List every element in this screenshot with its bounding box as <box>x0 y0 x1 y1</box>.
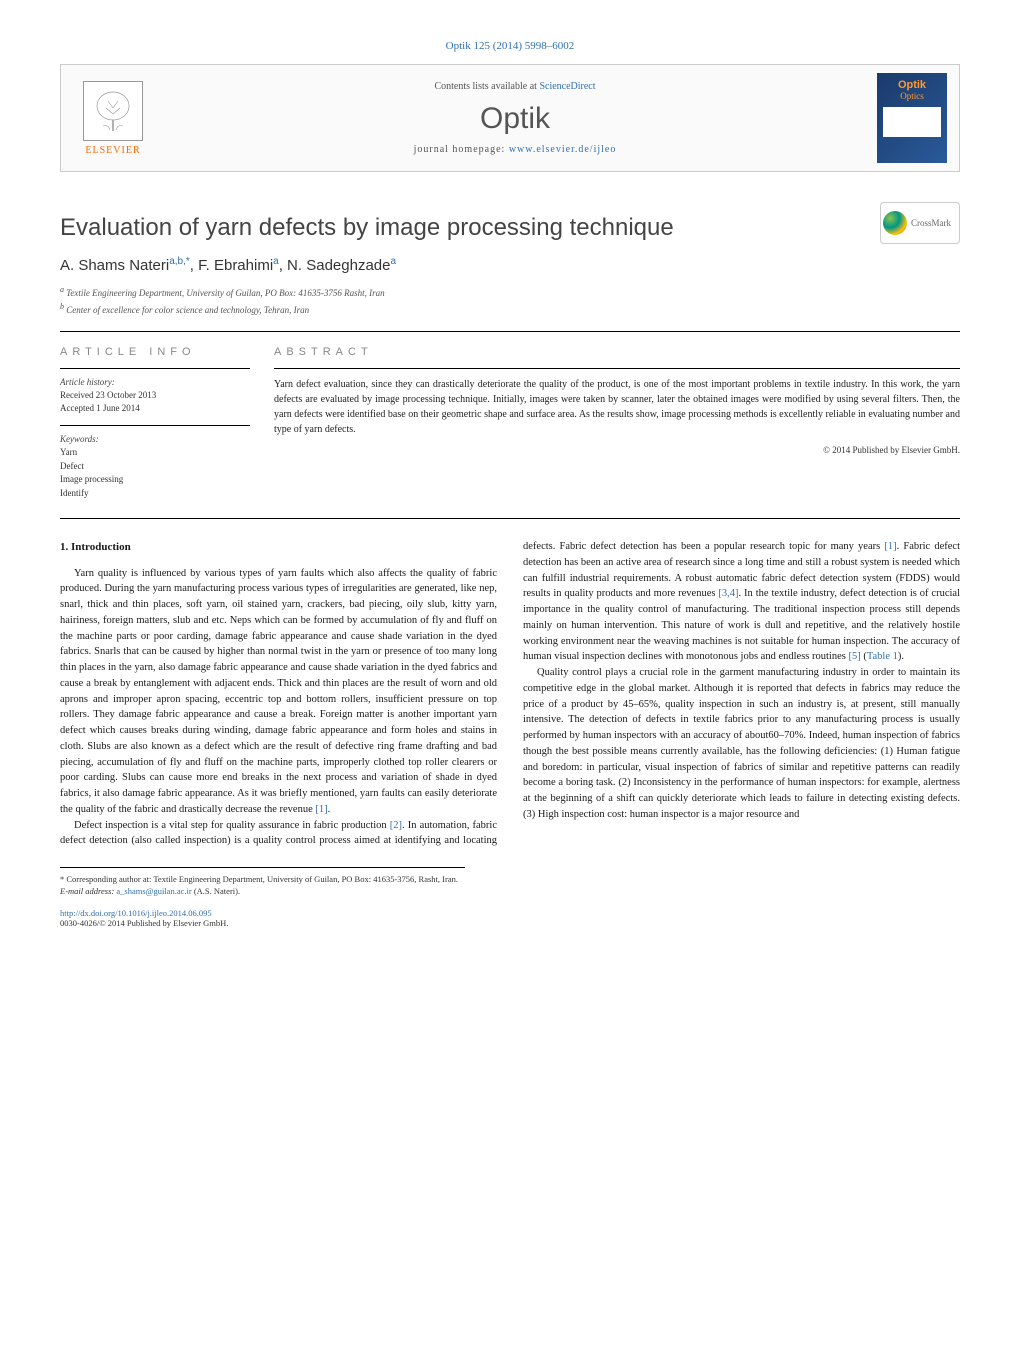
article-info-block: article info Article history: Received 2… <box>60 346 250 500</box>
email-link[interactable]: a_shams@guilan.ac.ir <box>116 886 191 896</box>
homepage-line: journal homepage: www.elsevier.de/ijleo <box>153 144 877 155</box>
article-title: Evaluation of yarn defects by image proc… <box>60 214 960 242</box>
divider-top <box>60 331 960 332</box>
table-1-link[interactable]: Table 1 <box>867 651 898 662</box>
history-head: Article history: <box>60 377 250 387</box>
ref-5[interactable]: [5] <box>848 651 860 662</box>
ref-2[interactable]: [2] <box>390 820 402 831</box>
journal-banner: ELSEVIER Contents lists available at Sci… <box>60 64 960 172</box>
keyword-3: Image processing <box>60 473 250 487</box>
keywords-head: Keywords: <box>60 434 250 444</box>
elsevier-logo: ELSEVIER <box>73 73 153 163</box>
header-citation: Optik 125 (2014) 5998–6002 <box>60 40 960 52</box>
author-1-sup: a,b,* <box>169 256 190 267</box>
doi-link[interactable]: http://dx.doi.org/10.1016/j.ijleo.2014.0… <box>60 908 212 918</box>
corresponding-text: * Corresponding author at: Textile Engin… <box>60 874 492 886</box>
email-label: E-mail address: <box>60 886 116 896</box>
keywords-divider <box>60 425 250 426</box>
keyword-4: Identify <box>60 487 250 501</box>
cover-title: Optik <box>898 79 926 91</box>
email-suffix: (A.S. Nateri). <box>192 886 240 896</box>
info-divider <box>60 368 250 369</box>
journal-cover: Optik Optics <box>877 73 947 163</box>
author-2: , F. Ebrahimi <box>190 257 273 274</box>
issn-copyright: 0030-4026/© 2014 Published by Elsevier G… <box>60 918 492 928</box>
received-date: Received 23 October 2013 <box>60 389 250 402</box>
abstract-label: abstract <box>274 346 960 358</box>
body-text: 1. Introduction Yarn quality is influenc… <box>60 539 960 849</box>
sciencedirect-link[interactable]: ScienceDirect <box>539 81 595 92</box>
para-2f: ). <box>898 651 904 662</box>
cover-strip <box>883 107 941 137</box>
authors-line: A. Shams Nateria,b,*, F. Ebrahimi a, N. S… <box>60 256 960 274</box>
para-2a: Defect inspection is a vital step for qu… <box>74 820 390 831</box>
para-3: Quality control plays a crucial role in … <box>523 665 960 823</box>
keyword-1: Yarn <box>60 446 250 460</box>
crossmark-badge[interactable]: CrossMark <box>880 202 960 244</box>
journal-name: Optik <box>153 102 877 136</box>
homepage-prefix: journal homepage: <box>414 144 509 155</box>
affiliation-b: Center of excellence for color science a… <box>66 305 309 315</box>
homepage-link[interactable]: www.elsevier.de/ijleo <box>509 144 617 155</box>
contents-prefix: Contents lists available at <box>434 81 539 92</box>
author-1: A. Shams Nateri <box>60 257 169 274</box>
doi-block: http://dx.doi.org/10.1016/j.ijleo.2014.0… <box>60 908 492 928</box>
abstract-copyright: © 2014 Published by Elsevier GmbH. <box>274 445 960 455</box>
accepted-date: Accepted 1 June 2014 <box>60 402 250 415</box>
article-info-label: article info <box>60 346 250 358</box>
affiliation-a: Textile Engineering Department, Universi… <box>66 288 384 298</box>
crossmark-label: CrossMark <box>911 218 951 228</box>
author-3: , N. Sadeghzade <box>279 257 391 274</box>
footnote-separator <box>60 867 465 868</box>
publisher-name: ELSEVIER <box>85 145 140 156</box>
elsevier-tree-icon <box>83 81 143 141</box>
ref-1[interactable]: [1] <box>315 804 327 815</box>
crossmark-icon <box>883 211 907 235</box>
divider-bottom <box>60 518 960 519</box>
abstract-text: Yarn defect evaluation, since they can d… <box>274 377 960 437</box>
affiliations: a Textile Engineering Department, Univer… <box>60 284 960 317</box>
author-3-sup: a <box>390 256 396 267</box>
section-1-heading: 1. Introduction <box>60 539 497 556</box>
corresponding-author-note: * Corresponding author at: Textile Engin… <box>60 874 492 898</box>
cover-subtitle: Optics <box>900 91 924 101</box>
contents-available-line: Contents lists available at ScienceDirec… <box>153 81 877 92</box>
abstract-block: abstract Yarn defect evaluation, since t… <box>274 346 960 500</box>
ref-34[interactable]: [3,4] <box>718 588 738 599</box>
ref-1b[interactable]: [1] <box>884 541 896 552</box>
para-1: Yarn quality is influenced by various ty… <box>60 568 497 815</box>
para-1-end: . <box>328 804 331 815</box>
abstract-divider <box>274 368 960 369</box>
keyword-2: Defect <box>60 460 250 474</box>
